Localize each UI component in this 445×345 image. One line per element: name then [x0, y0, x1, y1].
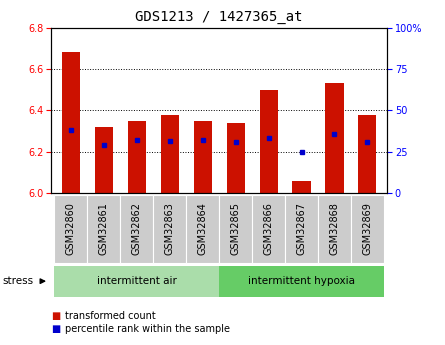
Text: intermittent hypoxia: intermittent hypoxia — [248, 276, 355, 286]
Bar — [153, 195, 186, 263]
Bar — [285, 195, 318, 263]
Bar — [54, 266, 219, 297]
Bar — [186, 195, 219, 263]
Bar — [358, 115, 376, 193]
Text: percentile rank within the sample: percentile rank within the sample — [65, 325, 230, 334]
Text: GDS1213 / 1427365_at: GDS1213 / 1427365_at — [135, 10, 303, 24]
Text: ■: ■ — [51, 311, 61, 321]
Text: transformed count: transformed count — [65, 311, 155, 321]
Bar — [227, 123, 245, 193]
Bar — [219, 195, 252, 263]
Bar — [161, 115, 179, 193]
Text: GSM32863: GSM32863 — [165, 202, 175, 255]
Text: GSM32862: GSM32862 — [132, 202, 142, 255]
Bar — [318, 195, 351, 263]
Text: GSM32864: GSM32864 — [198, 202, 208, 255]
Bar — [292, 181, 311, 193]
Text: GSM32867: GSM32867 — [296, 202, 307, 255]
Text: GSM32860: GSM32860 — [66, 202, 76, 255]
Bar — [54, 195, 87, 263]
Bar — [194, 121, 212, 193]
Bar — [120, 195, 153, 263]
Text: ■: ■ — [51, 325, 61, 334]
Bar — [128, 121, 146, 193]
Bar — [95, 127, 113, 193]
Bar — [351, 195, 384, 263]
Text: stress: stress — [2, 276, 33, 286]
Bar — [87, 195, 120, 263]
Bar — [325, 83, 344, 193]
Bar — [252, 195, 285, 263]
Text: GSM32865: GSM32865 — [231, 202, 241, 255]
Text: GSM32866: GSM32866 — [263, 202, 274, 255]
Bar — [62, 52, 80, 193]
Text: GSM32869: GSM32869 — [362, 202, 372, 255]
Text: intermittent air: intermittent air — [97, 276, 177, 286]
Text: GSM32861: GSM32861 — [99, 202, 109, 255]
Bar — [259, 90, 278, 193]
Text: GSM32868: GSM32868 — [329, 202, 340, 255]
Bar — [219, 266, 384, 297]
